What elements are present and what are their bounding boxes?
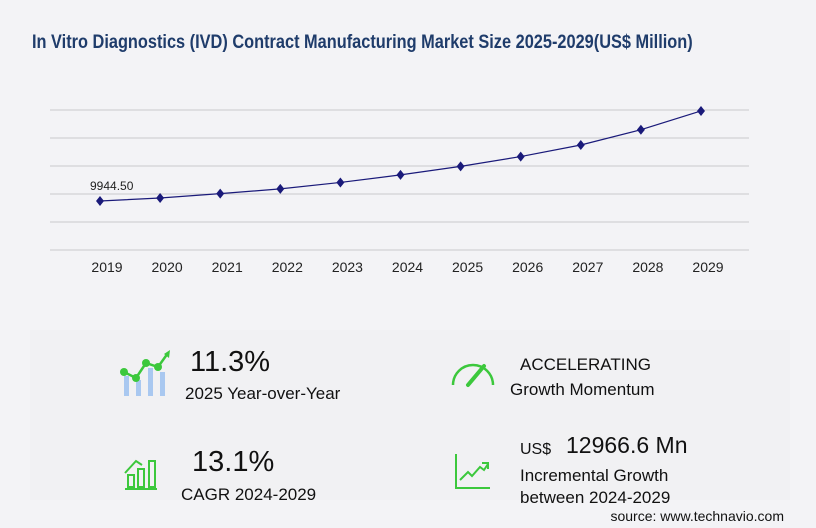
data-point (336, 177, 345, 188)
line-chart: 2019 2020 2021 2022 2023 2024 2025 2026 2027 2028… (50, 105, 749, 275)
x-tick-label: 2020 (152, 259, 183, 275)
momentum-value: ACCELERATING (520, 355, 651, 374)
stats-panel (30, 330, 790, 500)
data-point (516, 151, 525, 162)
incr-currency: US$ (520, 441, 552, 458)
x-tick-label: 2026 (512, 259, 543, 275)
speedometer-icon (451, 363, 495, 387)
data-point (396, 169, 405, 180)
data-point (276, 183, 285, 194)
momentum-label: Growth Momentum (510, 380, 655, 399)
incr-label-2: between 2024-2029 (520, 488, 671, 507)
x-tick-label: 2025 (452, 259, 483, 275)
series-line (99, 110, 702, 202)
x-tick-label: 2022 (272, 259, 303, 275)
data-label: 9944.50 (90, 179, 134, 193)
data-point (697, 105, 705, 116)
bar-chart-icon (124, 459, 157, 490)
yoy-value: 11.3% (190, 346, 271, 378)
incr-value: 12966.6 Mn (566, 432, 688, 458)
cagr-value: 13.1% (192, 446, 275, 478)
data-point (576, 140, 585, 150)
data-point (96, 195, 104, 206)
x-tick-label: 2021 (212, 259, 243, 275)
growth-chart-icon (120, 350, 170, 396)
data-point (456, 161, 465, 172)
x-tick-label: 2019 (91, 259, 122, 275)
incr-label-1: Incremental Growth (520, 466, 669, 485)
x-tick-label: 2023 (332, 259, 363, 275)
x-tick-label: 2024 (392, 259, 423, 275)
x-tick-label: 2028 (632, 259, 663, 275)
chart-title: In Vitro Diagnostics (IVD) Contract Manu… (32, 32, 693, 53)
data-point (156, 192, 165, 203)
yoy-label: 2025 Year-over-Year (185, 384, 341, 403)
cagr-label: CAGR 2024-2029 (181, 485, 317, 504)
source-text: source: www.technavio.com (610, 508, 784, 524)
x-tick-label: 2027 (572, 259, 603, 275)
data-point (636, 124, 645, 135)
x-tick-label: 2029 (692, 259, 723, 275)
data-point (216, 188, 225, 199)
trend-up-icon (455, 454, 490, 489)
